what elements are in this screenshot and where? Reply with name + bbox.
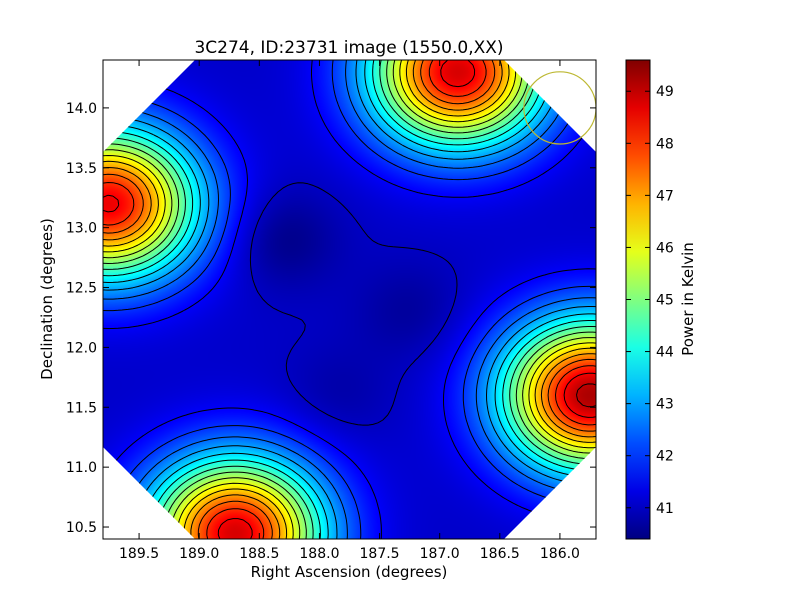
contour-level	[249, 182, 458, 426]
colorbar-label: Power in Kelvin	[679, 242, 697, 356]
x-tick-label: 187.5	[360, 546, 400, 562]
y-tick-label: 14.0	[66, 101, 97, 117]
contour-level	[103, 60, 596, 539]
x-axis: 189.5 189.0 188.5 188.0 187.5 187.0 186.5 186.0	[119, 60, 580, 562]
contour-level	[103, 60, 596, 539]
colorbar-tick-label: 45	[656, 293, 674, 309]
contour-level	[103, 60, 596, 539]
x-tick-label: 186.5	[480, 546, 520, 562]
contour-level	[103, 60, 596, 539]
x-tick-label: 186.0	[540, 546, 580, 562]
y-tick-label: 12.0	[66, 340, 97, 356]
x-tick-label: 187.0	[420, 546, 460, 562]
colorbar-ticks: 41 42 43 44 45 46 47 48 49	[626, 84, 674, 517]
contour-level	[103, 60, 596, 539]
colorbar-tick-label: 48	[656, 136, 674, 152]
y-tick-label: 12.5	[66, 281, 97, 297]
y-tick-label: 13.5	[66, 161, 97, 177]
colorbar-tick-label: 47	[656, 188, 674, 204]
colorbar-tick-label: 44	[656, 345, 674, 361]
x-tick-label: 189.5	[119, 546, 159, 562]
contour-level	[103, 60, 596, 539]
y-axis-label: Declination (degrees)	[38, 218, 56, 380]
x-tick-label: 189.0	[179, 546, 219, 562]
contour-level	[103, 60, 596, 539]
y-tick-label: 13.0	[66, 221, 97, 237]
colorbar: 41 42 43 44 45 46 47 48 49 Power in Kelvin	[625, 59, 697, 540]
colorbar-tick-label: 41	[656, 501, 674, 517]
contour-lines	[103, 60, 596, 539]
colorbar-tick-label: 49	[656, 84, 674, 100]
y-tick-label: 11.5	[66, 400, 97, 416]
x-axis-label: Right Ascension (degrees)	[251, 563, 448, 581]
contour-level	[103, 60, 596, 539]
colorbar-tick-label: 42	[656, 449, 674, 465]
contour-level	[103, 60, 596, 539]
colorbar-tick-label: 43	[656, 397, 674, 413]
y-tick-label: 10.5	[66, 520, 97, 536]
contour-level	[576, 383, 596, 408]
x-tick-label: 188.5	[239, 546, 279, 562]
y-axis: 10.5 11.0 11.5 12.0 12.5 13.0 13.5 14.0	[66, 101, 596, 536]
contour-level	[103, 60, 596, 539]
x-tick-label: 188.0	[299, 546, 339, 562]
contour-level	[103, 60, 596, 539]
chart-title: 3C274, ID:23731 image (1550.0,XX)	[194, 38, 503, 58]
axes-frame	[102, 59, 597, 540]
y-tick-label: 11.0	[66, 460, 97, 476]
contour-level	[103, 60, 596, 539]
plot-area	[103, 60, 596, 539]
colorbar-tick-label: 46	[656, 240, 674, 256]
